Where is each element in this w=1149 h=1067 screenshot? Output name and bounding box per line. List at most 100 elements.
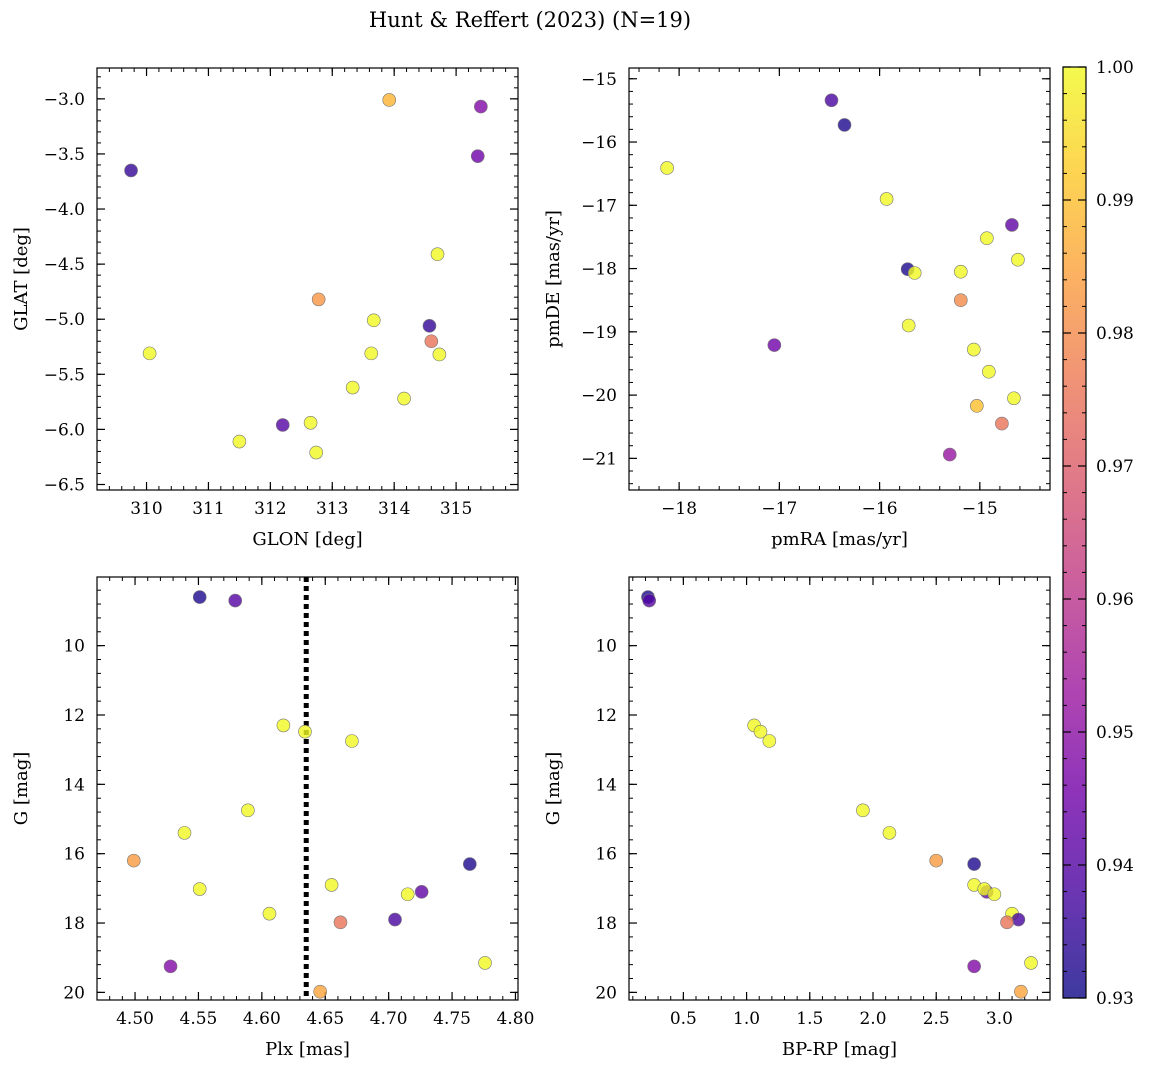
y-tick-label: 12 xyxy=(595,706,617,726)
y-tick-label: −16 xyxy=(581,133,617,153)
axes-frame xyxy=(628,576,1051,1001)
x-tick-label: −17 xyxy=(761,499,797,519)
x-tick-label: 4.70 xyxy=(370,1009,408,1029)
colorbar: 0.93 0.94 0.95 0.96 0.97 0.98 0.99 1.00 xyxy=(1062,58,1134,1009)
scatter-point xyxy=(364,346,379,361)
scatter-point xyxy=(474,99,488,114)
x-tick-label: 1.0 xyxy=(733,1009,760,1029)
ticks xyxy=(629,68,1050,490)
colorbar-tick-label: 0.93 xyxy=(1096,989,1134,1009)
x-tick-label: 4.75 xyxy=(433,1009,471,1029)
scatter-point xyxy=(837,118,852,132)
scatter-point xyxy=(124,163,138,178)
plot-content xyxy=(660,93,1025,462)
y-tick-label: 14 xyxy=(595,775,617,795)
scatter-point xyxy=(953,293,968,307)
y-tick-label: −3.0 xyxy=(44,90,85,110)
colorbar-tick-label: 0.96 xyxy=(1096,590,1134,610)
scatter-point xyxy=(967,342,981,357)
scatter-point xyxy=(177,826,192,840)
scatter-point xyxy=(298,724,312,739)
scatter-point xyxy=(232,434,247,449)
scatter-point xyxy=(967,857,981,871)
y-tick-label: −3.5 xyxy=(44,145,85,165)
y-tick-label: 10 xyxy=(595,637,617,657)
x-tick-label: 310 xyxy=(130,499,162,519)
colorbar-tick-label: 0.94 xyxy=(1096,856,1134,876)
scatter-point xyxy=(345,380,360,395)
scatter-point xyxy=(333,915,348,930)
scatter-point xyxy=(967,959,981,974)
x-tick-label: 2.0 xyxy=(859,1009,886,1029)
colorbar-tick-label: 0.98 xyxy=(1096,324,1134,344)
scatter-point xyxy=(262,906,277,921)
scatter-point xyxy=(241,803,255,818)
x-axis-label: pmRA [mas/yr] xyxy=(771,529,908,550)
y-tick-label: 16 xyxy=(63,845,85,865)
x-tick-label: 2.5 xyxy=(923,1009,950,1029)
x-tick-label: 315 xyxy=(440,499,472,519)
scatter-point xyxy=(942,447,957,462)
panel-4: 0.5 1.0 1.5 2.0 2.5 3.0 10 12 14 16 18 20 BP-RP [mag… xyxy=(543,576,1051,1060)
y-tick-label: 14 xyxy=(63,775,85,795)
scatter-point xyxy=(397,391,411,406)
y-tick-label: −5.5 xyxy=(44,365,85,385)
scatter-point xyxy=(995,416,1009,431)
y-tick-label: −4.5 xyxy=(44,255,85,275)
x-tick-label: 4.50 xyxy=(116,1009,154,1029)
scatter-point xyxy=(324,878,339,892)
panel-1: 310 311 312 313 314 315 −6.5 −6.0 −5.5 −5.0 −4.5 −4… xyxy=(11,67,519,550)
scatter-point xyxy=(1000,915,1014,930)
scatter-point xyxy=(753,724,768,739)
x-axis-label: BP-RP [mag] xyxy=(782,1039,897,1060)
scatter-point xyxy=(767,338,782,352)
scatter-point xyxy=(1005,218,1019,232)
scatter-point xyxy=(311,292,326,307)
y-tick-label: −4.0 xyxy=(44,200,85,220)
scatter-point xyxy=(660,161,674,175)
scatter-point xyxy=(856,803,870,818)
x-tick-label: −15 xyxy=(962,499,998,519)
scatter-point xyxy=(463,857,477,871)
scatter-point xyxy=(163,959,178,974)
y-tick-label: 20 xyxy=(595,983,617,1003)
x-tick-label: 1.5 xyxy=(796,1009,823,1029)
x-axis-label: Plx [mas] xyxy=(265,1039,350,1060)
scatter-point xyxy=(470,149,485,163)
colorbar-tick-label: 0.97 xyxy=(1096,457,1134,477)
scatter-point xyxy=(142,346,157,361)
plot-content xyxy=(126,577,492,1000)
scatter-point xyxy=(980,231,994,245)
y-tick-label: −20 xyxy=(581,386,617,406)
y-tick-label: −6.5 xyxy=(44,475,85,495)
panel-3: 4.50 4.55 4.60 4.65 4.70 4.75 4.80 10 12 14 16 18 20… xyxy=(11,576,534,1060)
plot-area xyxy=(629,68,1050,490)
scatter-point xyxy=(970,399,984,413)
y-tick-label: −19 xyxy=(581,323,617,343)
y-axis-label: G [mag] xyxy=(11,752,32,825)
colorbar-tick-label: 1.00 xyxy=(1096,58,1134,78)
x-tick-label: 4.65 xyxy=(306,1009,344,1029)
y-tick-label: −18 xyxy=(581,260,617,280)
scatter-point xyxy=(879,192,894,206)
scatter-point xyxy=(1007,391,1021,406)
y-tick-label: 12 xyxy=(63,706,85,726)
panels: 310 311 312 313 314 315 −6.5 −6.0 −5.5 −5.0 −4.5 −4… xyxy=(11,67,1051,1060)
y-tick-label: −21 xyxy=(581,449,617,469)
x-tick-label: 0.5 xyxy=(670,1009,697,1029)
scatter-point xyxy=(929,853,944,868)
axes-frame xyxy=(96,67,519,491)
colorbar-frame xyxy=(1062,66,1087,999)
y-axis-label: GLAT [deg] xyxy=(11,227,32,331)
y-tick-label: 10 xyxy=(63,637,85,657)
scatter-point xyxy=(987,887,1002,902)
scatter-point xyxy=(309,445,323,460)
axes-frame xyxy=(96,576,519,1001)
panel-2: −18 −17 −16 −15 −21 −20 −19 −18 −17 −16 −15 pmRA [m… xyxy=(543,67,1051,550)
x-tick-label: −18 xyxy=(661,499,697,519)
scatter-point xyxy=(345,734,359,748)
y-tick-label: −15 xyxy=(581,70,617,90)
scatter-point xyxy=(430,247,445,262)
x-tick-label: 314 xyxy=(378,499,410,519)
x-tick-label: 3.0 xyxy=(986,1009,1013,1029)
